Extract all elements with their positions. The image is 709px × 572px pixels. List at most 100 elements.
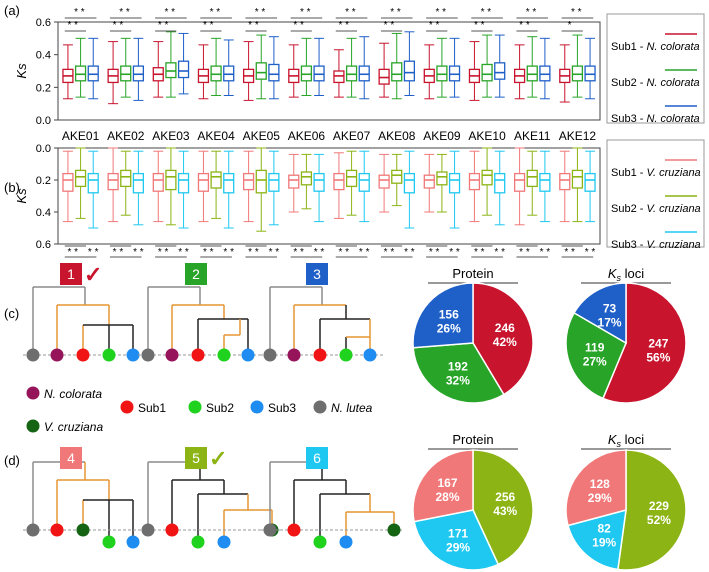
box — [242, 172, 255, 191]
significance-mark: * * — [338, 20, 349, 31]
significance-mark: * * — [74, 7, 85, 18]
leaf-node — [363, 348, 377, 362]
plot-frame — [57, 21, 601, 121]
legend-label: Sub3 - — [611, 113, 646, 125]
box — [436, 171, 448, 186]
tree-number-badge — [185, 263, 207, 285]
category-label: AKE04 — [197, 129, 235, 143]
pie-title-k: K — [608, 266, 618, 281]
leaf-node — [102, 348, 116, 362]
tree-number: 5 — [192, 450, 200, 466]
species-legend-label: N. lutea — [331, 401, 373, 415]
significance-mark: * * — [113, 247, 124, 258]
pie-slice — [617, 449, 687, 571]
box — [423, 174, 435, 189]
legend-item: Sub3 - N. colorata — [611, 113, 700, 125]
legend-label: Sub3 - — [611, 239, 646, 251]
y-tick-label: 0.4 — [36, 50, 51, 62]
species-legend-dot — [26, 386, 40, 400]
pie-title: Ks loci — [608, 266, 644, 283]
box — [268, 172, 280, 192]
leaf-node — [165, 523, 179, 537]
box — [288, 174, 300, 189]
significance-mark: * * — [314, 247, 325, 258]
y-tick-label: 0.0 — [36, 143, 51, 155]
species-legend-dot — [313, 400, 327, 414]
species-legend-label: V. cruziana — [44, 420, 103, 434]
legend-species: V. cruziana — [646, 167, 700, 179]
pie-slice — [412, 342, 505, 404]
category-label: AKE02 — [107, 129, 145, 143]
box — [165, 169, 177, 191]
y-axis-label: Ks — [14, 188, 29, 204]
pie-pct-label: 29% — [446, 540, 470, 554]
box — [120, 65, 132, 82]
y-tick-label: 0.4 — [36, 207, 51, 219]
significance-mark: * * — [133, 247, 144, 258]
significance-mark: * * — [119, 7, 130, 18]
box — [358, 172, 370, 192]
significance-mark: * * — [203, 247, 214, 258]
significance-mark: * * — [404, 247, 415, 258]
box — [584, 65, 596, 82]
significance-mark: * * — [203, 20, 214, 31]
box — [358, 65, 370, 82]
box — [403, 172, 416, 194]
box — [197, 172, 210, 192]
legend-item: Sub2 - V. cruziana — [611, 203, 701, 215]
legend-box — [606, 13, 705, 124]
tree-number-badge — [60, 447, 82, 469]
box — [526, 169, 538, 188]
leaf-node — [26, 523, 40, 537]
pie-title-k: K — [608, 432, 618, 447]
y-tick-label: 0.6 — [36, 239, 51, 251]
pie-value-label: 73 — [603, 301, 617, 315]
y-axis-label: Ks — [14, 63, 29, 79]
leaf-node — [50, 348, 64, 362]
box — [448, 65, 461, 82]
leaf-node — [50, 523, 64, 537]
pie-title-sub: s — [617, 439, 622, 449]
leaf-node — [76, 523, 90, 537]
significance-mark: * * — [345, 7, 356, 18]
box — [333, 70, 345, 84]
pie-pct-label: 56% — [646, 350, 670, 364]
pie-value-label: 128 — [590, 477, 610, 491]
panel-label-a: (a) — [4, 3, 20, 18]
pie-pct-label: 27% — [583, 355, 607, 369]
box — [87, 172, 99, 194]
leaf-node — [217, 348, 231, 362]
pie-pct-label: 28% — [435, 490, 459, 504]
leaf-node — [263, 348, 277, 362]
pie-title: Protein — [452, 266, 493, 281]
box — [513, 172, 526, 192]
significance-mark: * * — [359, 247, 370, 258]
pie-slice — [573, 282, 627, 345]
box — [481, 169, 493, 186]
legend-species: N. colorata — [646, 113, 699, 125]
box — [494, 172, 506, 194]
category-label: AKE10 — [468, 129, 506, 143]
significance-mark: * * — [526, 7, 537, 18]
leaf-node — [241, 348, 255, 362]
significance-mark: * * — [210, 7, 221, 18]
pie-pct-label: 43% — [493, 504, 517, 518]
pie-value-label: 192 — [448, 359, 468, 373]
pie-pct-label: 29% — [588, 491, 612, 505]
significance-mark: * * — [223, 247, 234, 258]
pie-slice — [472, 449, 534, 566]
box — [210, 65, 222, 82]
pie-value-label: 171 — [448, 526, 468, 540]
leaf-node — [339, 535, 353, 549]
box — [526, 65, 538, 82]
pie-slice — [413, 509, 500, 571]
species-legend-label: Sub3 — [268, 401, 296, 415]
significance-mark: * * — [113, 20, 124, 31]
pie-value-label: 247 — [648, 336, 668, 350]
box — [165, 62, 177, 79]
significance-mark: * * — [88, 247, 99, 258]
category-label: AKE07 — [333, 129, 371, 143]
significance-mark: * * — [158, 20, 169, 31]
box — [223, 172, 235, 194]
